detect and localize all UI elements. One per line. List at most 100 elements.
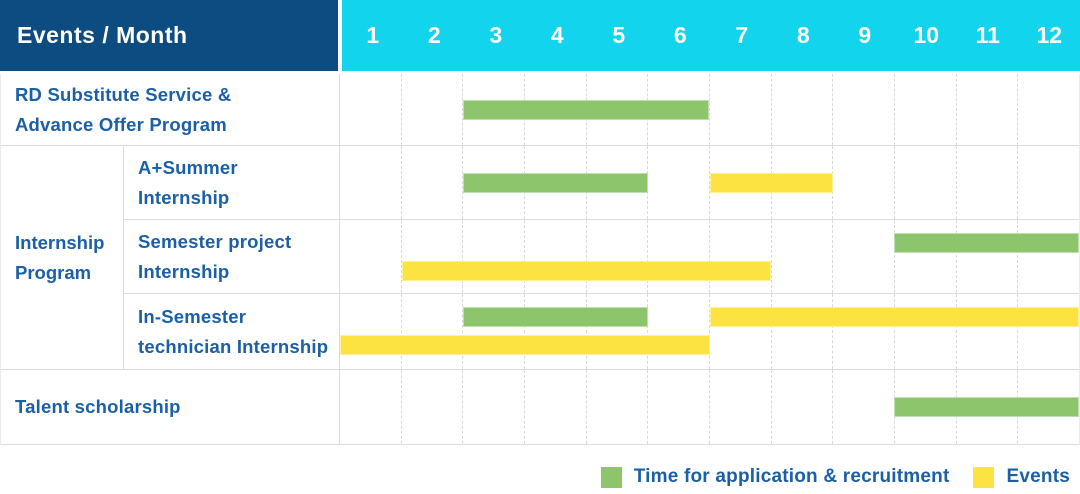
month-label-3: 3 [489,22,503,48]
grid-cell [833,74,896,145]
grid-cell [833,146,896,219]
row-label-talent-scholarship: Talent scholarship [1,370,340,444]
internship-program-rows: A+Summer Internship Semester project Int… [124,146,1079,369]
row-label-semester-project-internship: Semester project Internship [124,220,340,293]
grid-cell [895,146,957,219]
grid-cell [1018,146,1079,219]
legend-yellow-label: Events [1006,466,1070,487]
row-label-in-semester-technician-internship: In-Semester technician Internship [124,294,340,369]
legend-yellow-swatch-icon [973,466,995,488]
events-month-header: Events / Month [0,0,338,71]
green-bar-months-10-12 [894,397,1079,417]
grid-cell [957,74,1019,145]
green-bar-months-3-5 [463,172,648,193]
yellow-bar-months-2-7 [401,261,772,281]
row-chart-talent-scholarship [340,370,1079,444]
grid-cell [710,74,772,145]
grid-cell [648,220,711,293]
grid-cell [833,220,896,293]
row-label-rd-substitute-service: RD Substitute Service & Advance Offer Pr… [1,74,340,145]
month-label-9: 9 [858,22,872,48]
grid-cell [648,146,711,219]
grid-cell [648,294,711,369]
month-label-2: 2 [427,22,441,48]
grid-cell [340,220,402,293]
row-in-semester-technician-internship: In-Semester technician Internship [124,294,1079,369]
grid-cell [340,74,402,145]
month-label-7: 7 [735,22,749,48]
grid-cell [957,146,1019,219]
grid-cell [833,370,896,444]
grid-cell [648,74,711,145]
grid-cell [402,146,464,219]
month-label-6: 6 [673,22,687,48]
schedule-table: Events / Month 1 2 3 4 5 6 7 8 9 10 11 12 RD Substi… [0,0,1080,445]
grid-cell [833,294,896,369]
grid-cell [772,74,834,145]
grid-cell [402,294,464,369]
grid-cell [340,370,402,444]
month-label-5: 5 [612,22,626,48]
grid-cell [895,220,957,293]
grid-cell [957,294,1019,369]
grid-cell [710,294,772,369]
grid-cell [895,294,957,369]
grid-cell [340,146,402,219]
grid-cell [402,370,464,444]
row-chart-a-plus-summer-internship [340,146,1079,219]
grid-cell [772,294,834,369]
grid-cell [525,294,587,369]
month-label-8: 8 [796,22,810,48]
group-label-internship-program: Internship Program [1,146,124,369]
green-bar-months-3-6 [463,99,710,120]
grid-cell [1018,74,1079,145]
yellow-bar-months-7-8 [709,172,833,193]
row-semester-project-internship: Semester project Internship [124,220,1079,294]
grid-cell [587,370,649,444]
grid-cell [772,146,834,219]
month-label-10: 10 [913,22,940,48]
row-chart-in-semester-technician-internship [340,294,1079,369]
grid-cell [340,294,402,369]
table-body: RD Substitute Service & Advance Offer Pr… [0,74,1080,445]
grid-cell [525,220,587,293]
row-chart-rd-substitute-service [340,74,1079,145]
legend-green-label: Time for application & recruitment [633,466,950,487]
month-header-strip: 1 2 3 4 5 6 7 8 9 10 11 12 [342,0,1080,71]
month-label-12: 12 [1036,22,1063,48]
legend: Time for application & recruitment Event… [0,466,1080,488]
table-header-row: Events / Month 1 2 3 4 5 6 7 8 9 10 11 12 [0,0,1080,71]
grid-cell [402,220,464,293]
grid-cell [648,370,711,444]
grid-cell [772,370,834,444]
internship-program-group: Internship Program A+Summer Internship S… [1,146,1079,370]
grid-cell [587,220,649,293]
yellow-bar-months-1-6 [340,335,710,355]
grid-cell [463,220,526,293]
grid-cell [1018,294,1079,369]
row-rd-substitute-service: RD Substitute Service & Advance Offer Pr… [1,74,1079,146]
green-bar-months-3-5 [463,307,648,327]
row-a-plus-summer-internship: A+Summer Internship [124,146,1079,220]
grid-cell [772,220,834,293]
month-label-4: 4 [550,22,564,48]
grid-cell [525,370,587,444]
row-chart-semester-project-internship [340,220,1079,293]
grid-cell [710,370,772,444]
row-label-a-plus-summer-internship: A+Summer Internship [124,146,340,219]
yellow-bar-months-7-12 [709,307,1079,327]
grid-cell [463,370,526,444]
grid-cell [895,74,957,145]
grid-cell [957,220,1019,293]
legend-green-swatch-icon [600,466,622,488]
green-bar-months-10-12 [894,233,1079,253]
grid-cell [1018,220,1079,293]
grid-cell [402,74,464,145]
grid-cell [463,294,526,369]
row-talent-scholarship: Talent scholarship [1,370,1079,445]
grid-cell [710,220,772,293]
grid-cell [587,294,649,369]
month-label-1: 1 [366,22,380,48]
month-label-11: 11 [975,22,1000,48]
